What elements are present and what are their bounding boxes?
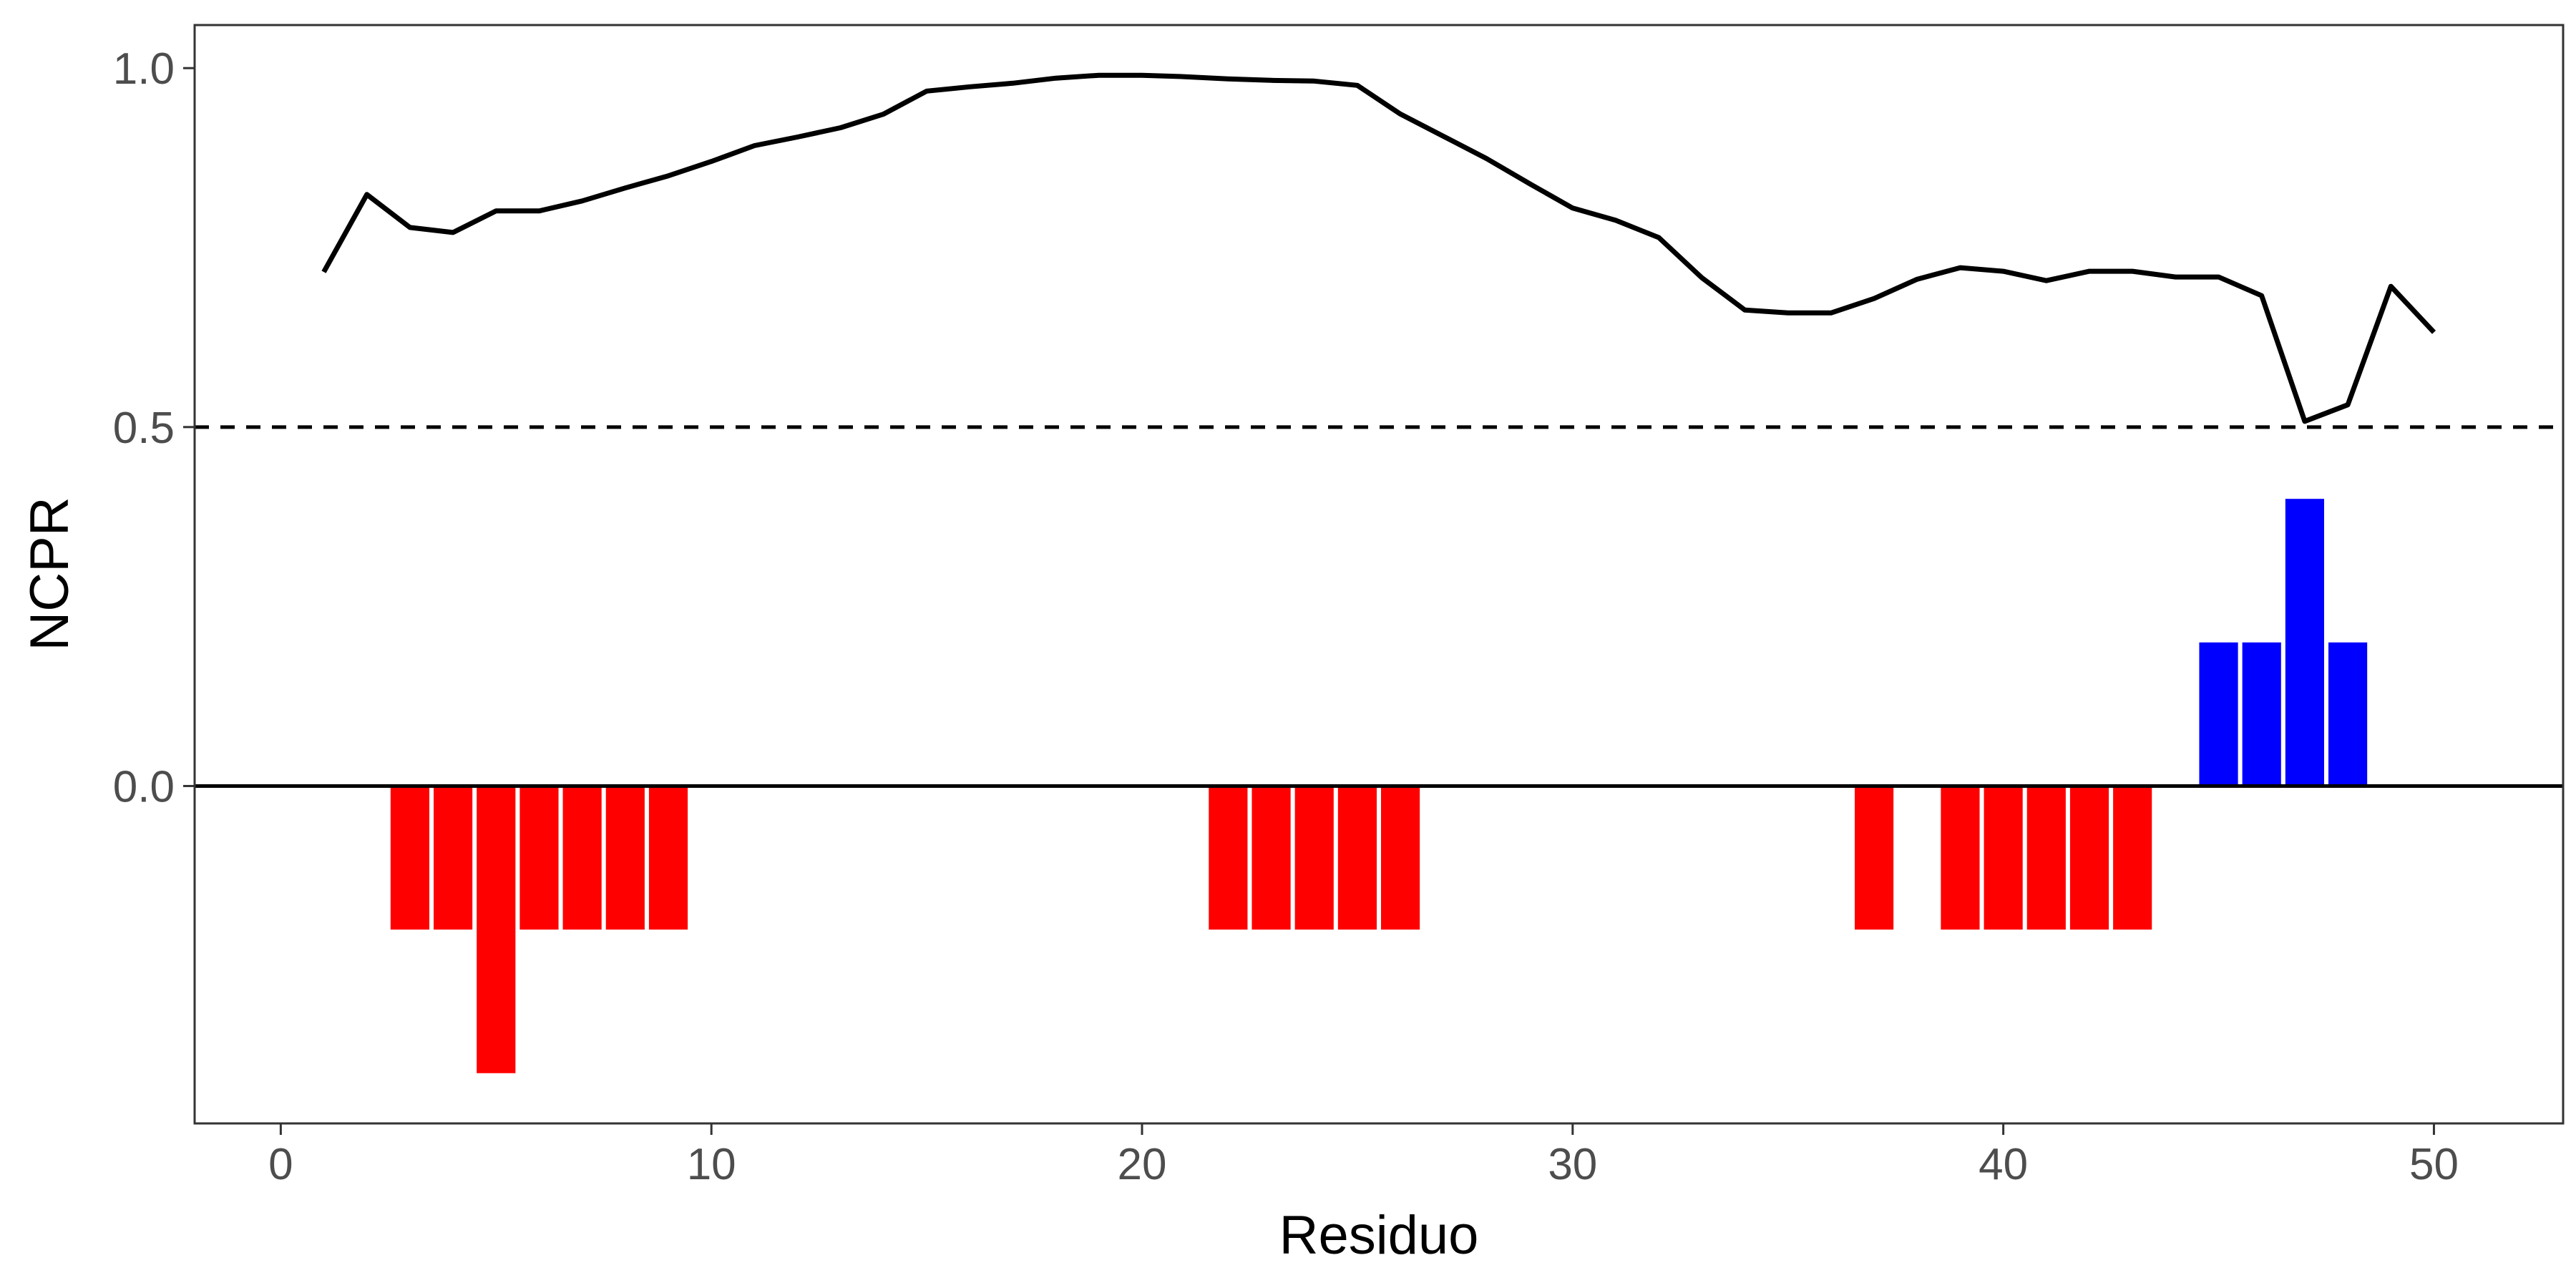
bar-residue-4 <box>434 786 473 930</box>
bar-residue-25 <box>1337 786 1377 930</box>
x-tick-label: 50 <box>2409 1140 2459 1189</box>
bar-residue-6 <box>519 786 559 930</box>
bar-residue-41 <box>2026 786 2066 930</box>
y-tick-label: 1.0 <box>113 44 175 94</box>
y-axis-title: NCPR <box>19 497 80 650</box>
bar-residue-45 <box>2199 642 2238 786</box>
reference-lines <box>195 425 2563 788</box>
bar-residue-8 <box>605 786 645 930</box>
bar-residue-40 <box>1984 786 2023 930</box>
bar-residue-7 <box>562 786 602 930</box>
bar-residue-9 <box>648 786 688 930</box>
bar-residue-42 <box>2069 786 2109 930</box>
y-axis: 0.0 0.5 1.0 <box>113 44 195 811</box>
bar-residue-24 <box>1294 786 1334 930</box>
x-tick-label: 30 <box>1548 1140 1597 1189</box>
bar-residue-43 <box>2113 786 2152 930</box>
panel-background <box>195 25 2563 1123</box>
y-tick-label: 0.0 <box>113 762 175 811</box>
bar-residue-37 <box>1855 786 1894 930</box>
x-axis-title: Residuo <box>1279 1205 1479 1266</box>
x-tick-label: 10 <box>687 1140 736 1189</box>
bar-residue-3 <box>390 786 429 930</box>
panel-border <box>193 24 2565 1125</box>
series-line <box>321 72 2436 424</box>
bars-layer <box>390 499 2368 1073</box>
x-axis: 0 10 20 30 40 50 <box>268 1123 2459 1189</box>
bar-residue-23 <box>1252 786 1291 930</box>
bar-residue-46 <box>2242 642 2281 786</box>
line-layer <box>321 72 2436 424</box>
bar-residue-5 <box>477 786 516 1073</box>
bar-residue-22 <box>1209 786 1248 930</box>
y-tick-label: 0.5 <box>113 404 175 453</box>
bar-residue-47 <box>2285 499 2324 786</box>
bar-residue-26 <box>1381 786 1420 930</box>
x-tick-label: 40 <box>1979 1140 2028 1189</box>
bar-residue-48 <box>2328 642 2368 786</box>
x-tick-label: 0 <box>268 1140 293 1189</box>
x-tick-label: 20 <box>1118 1140 1167 1189</box>
bar-residue-39 <box>1941 786 1980 930</box>
